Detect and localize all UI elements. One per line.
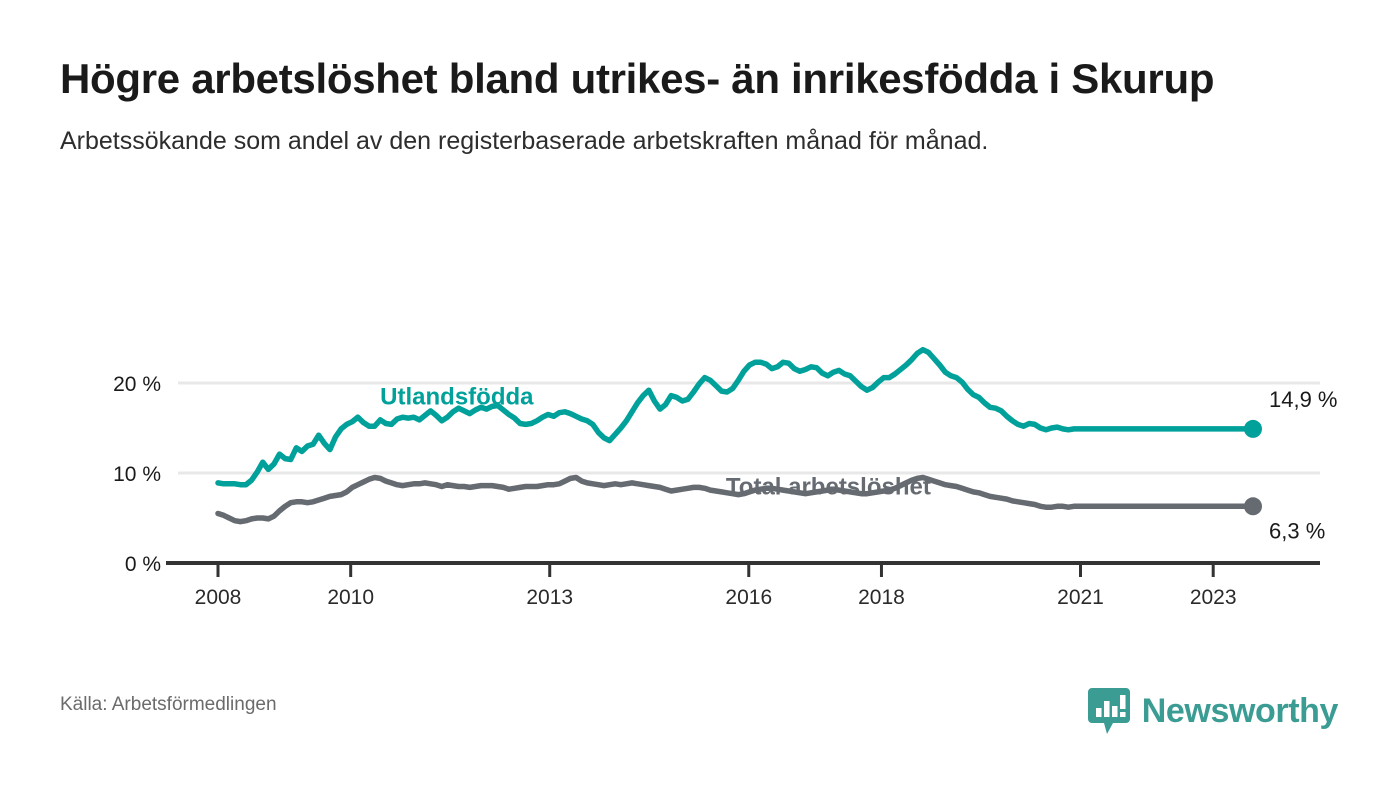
line-chart-svg: 0 % 10 % 20 % 2008 2010 2013 2016 2018 2021 2023… [113,346,1338,609]
x-axis-tick-label: 2021 [1057,586,1104,609]
series-end-marker [1244,419,1262,438]
series-line-utlandsfödda [215,346,1256,488]
x-axis-tick-label: 2018 [858,586,905,609]
series-line-total-arbetslöshet [215,474,1256,525]
x-axis-labels-group: 2008 2010 2013 2016 2018 2021 2023 [195,586,1237,609]
logo-bar-2 [1103,701,1110,717]
logo-bar-3 [1111,706,1118,717]
series-annotations-group: Utlandsfödda 14,9 % Total arbetslöshet 6,3 … [380,384,1337,544]
y-axis-tick-label: 0 % [125,553,161,576]
x-axis-tick-label: 2008 [195,586,242,609]
chart-plot-area: 0 % 10 % 20 % 2008 2010 2013 2016 2018 2021 2023… [0,300,1400,620]
page-title: Högre arbetslöshet bland utrikes- än inr… [60,55,1215,102]
y-axis-tick-label: 10 % [113,463,161,486]
logo-exclaim-bar [1119,695,1126,709]
newsworthy-bar-chart-bubble-icon [1087,686,1131,736]
y-axis-labels-group: 0 % 10 % 20 % [113,373,161,576]
logo-wordmark: Newsworthy [1141,692,1339,730]
y-axis-tick-label: 20 % [113,373,161,396]
x-axis-group [166,561,1320,577]
x-axis-tick-label: 2023 [1190,586,1237,609]
x-axis-tick-label: 2010 [327,586,374,609]
gridlines-group [178,381,1320,475]
chart-header: Högre arbetslöshet bland utrikes- än inr… [60,54,1330,159]
x-axis-tick-label: 2016 [725,586,772,609]
logo-bar-1 [1095,708,1102,717]
series-end-marker [1244,497,1262,516]
newsworthy-logo[interactable]: Newsworthy [1087,686,1338,736]
series-lines-group [215,346,1262,525]
series-label: Total arbetslöshet [726,474,931,501]
logo-icon-svg [1087,688,1130,734]
series-end-value-label: 6,3 % [1269,518,1325,543]
x-axis-tick-label: 2013 [526,586,573,609]
page-subtitle: Arbetssökande som andel av den registerb… [60,127,989,156]
source-note: Källa: Arbetsförmedlingen [60,694,277,715]
chart-footer: Källa: Arbetsförmedlingen Newsworthy [0,686,1400,756]
logo-exclaim-dot [1119,712,1126,717]
series-label: Utlandsfödda [380,384,534,411]
series-end-value-label: 14,9 % [1269,387,1338,412]
